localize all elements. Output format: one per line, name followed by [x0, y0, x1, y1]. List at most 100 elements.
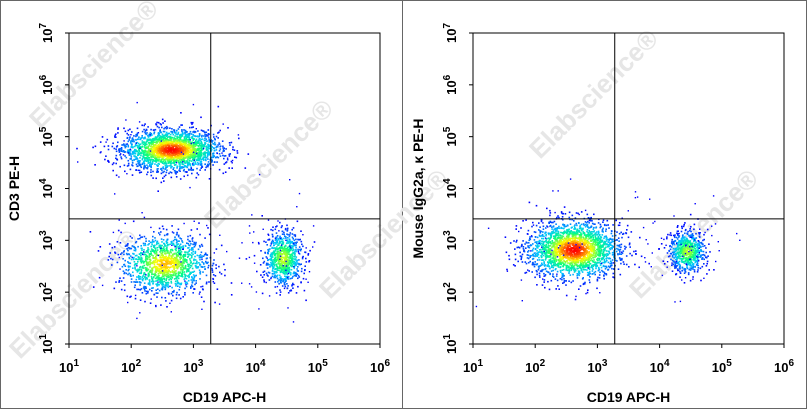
- event-dot: [158, 163, 160, 165]
- event-dot: [156, 170, 159, 172]
- event-dot: [127, 145, 130, 148]
- event-dot: [159, 151, 162, 154]
- event-dot: [184, 275, 186, 278]
- event-dot: [276, 274, 279, 277]
- event-dot: [261, 215, 263, 217]
- event-dot: [175, 131, 177, 134]
- event-dot: [179, 237, 181, 239]
- event-dot: [168, 172, 170, 175]
- event-dot: [174, 270, 176, 272]
- event-dot: [289, 240, 292, 243]
- event-dot: [148, 256, 150, 258]
- event-dot: [295, 272, 297, 275]
- event-dot: [181, 271, 184, 274]
- event-dot: [305, 261, 308, 263]
- event-dot: [170, 137, 173, 139]
- event-dot: [161, 161, 164, 163]
- event-dot: [175, 245, 178, 248]
- event-dot: [158, 126, 160, 129]
- event-dot: [141, 212, 143, 214]
- event-dot: [276, 271, 278, 274]
- event-dot: [160, 123, 162, 126]
- event-dot: [187, 159, 189, 161]
- event-dot: [140, 269, 143, 271]
- event-dot: [165, 135, 168, 137]
- event-dot: [191, 172, 193, 175]
- event-dot: [131, 256, 133, 259]
- event-dot: [121, 265, 124, 268]
- event-dot: [112, 231, 115, 234]
- event-dot: [148, 143, 151, 145]
- event-dot: [159, 265, 161, 268]
- event-dot: [215, 267, 217, 270]
- event-dot: [143, 163, 146, 165]
- event-dot: [586, 274, 589, 276]
- event-dot: [144, 144, 146, 147]
- event-dot: [194, 262, 197, 265]
- event-dot: [565, 269, 567, 271]
- event-dot: [190, 243, 192, 245]
- event-dot: [140, 257, 143, 259]
- event-dot: [140, 261, 143, 264]
- event-dot: [175, 264, 177, 266]
- event-dot: [142, 160, 145, 163]
- event-dot: [176, 148, 179, 151]
- event-dot: [165, 139, 167, 141]
- event-dot: [185, 277, 188, 280]
- event-dot: [185, 151, 188, 154]
- event-dot: [198, 158, 200, 161]
- event-dot: [179, 141, 182, 143]
- event-dot: [287, 285, 289, 287]
- event-dot: [546, 207, 548, 210]
- event-dot: [161, 241, 163, 243]
- event-dot: [186, 149, 188, 152]
- event-dot: [123, 272, 125, 275]
- event-dot: [276, 239, 278, 242]
- event-dot: [165, 259, 168, 261]
- event-dot: [189, 259, 192, 262]
- event-dot: [593, 243, 596, 246]
- event-dot: [189, 262, 192, 264]
- event-dot: [606, 238, 609, 241]
- event-dot: [285, 259, 287, 261]
- event-dot: [171, 156, 173, 159]
- event-dot: [181, 139, 183, 141]
- event-dot: [161, 158, 163, 160]
- event-dot: [160, 288, 163, 290]
- event-dot: [202, 146, 205, 149]
- event-dot: [168, 262, 170, 265]
- event-dot: [285, 260, 287, 263]
- event-dot: [280, 276, 282, 278]
- event-dot: [141, 162, 144, 165]
- event-dot: [212, 156, 215, 159]
- event-dot: [135, 269, 138, 271]
- event-dot: [207, 165, 209, 168]
- event-dot: [213, 259, 215, 261]
- event-dot: [124, 222, 126, 225]
- event-dot: [287, 276, 289, 279]
- event-dot: [193, 279, 195, 282]
- event-dot: [180, 257, 182, 259]
- event-dot: [132, 220, 135, 223]
- event-dot: [136, 132, 139, 135]
- event-dot: [180, 149, 183, 152]
- event-dot: [173, 238, 176, 241]
- event-dot: [196, 161, 199, 164]
- event-dot: [181, 274, 183, 277]
- event-dot: [175, 242, 178, 244]
- event-dot: [171, 225, 173, 227]
- event-dot: [192, 148, 195, 150]
- event-dot: [123, 140, 125, 142]
- event-dot: [154, 249, 157, 252]
- event-dot: [157, 140, 159, 143]
- event-dot: [151, 273, 153, 275]
- event-dot: [194, 162, 196, 165]
- event-dot: [205, 281, 208, 284]
- event-dot: [156, 296, 158, 298]
- event-dot: [279, 260, 282, 262]
- event-dot: [190, 133, 193, 135]
- event-dot: [139, 299, 142, 301]
- event-dot: [137, 276, 140, 279]
- event-dot: [277, 263, 280, 265]
- event-dot: [215, 149, 218, 151]
